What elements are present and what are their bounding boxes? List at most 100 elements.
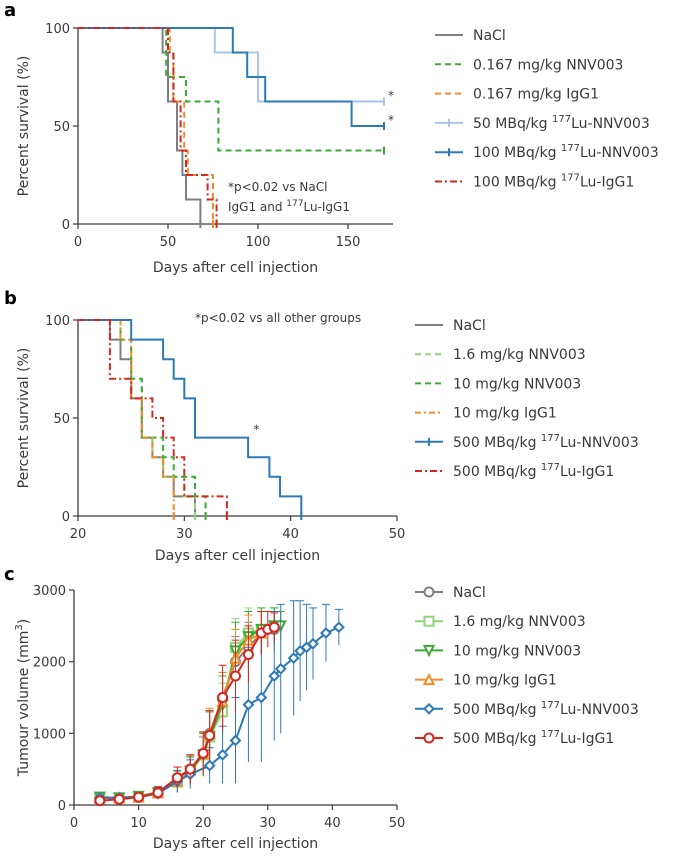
data-point	[255, 691, 268, 704]
legend-label-prefix: 100 MBq/kg	[473, 175, 561, 191]
legend-label-prefix: 1.6 mg/kg NNV003	[453, 614, 586, 630]
significance-star: *	[253, 423, 259, 437]
y-tick-label: 50	[53, 412, 70, 427]
legend-label: 50 MBq/kg 177Lu-NNV003	[473, 114, 650, 132]
data-point	[332, 621, 345, 634]
survival-curve-line	[78, 319, 228, 516]
y-tick-label: 100	[45, 314, 70, 329]
survival-curve-line	[78, 27, 202, 224]
significance-star: *	[388, 89, 394, 103]
x-tick-label: 50	[389, 527, 406, 542]
legend-label-suffix: Lu-IgG1	[580, 175, 634, 191]
y-tick-label: 0	[62, 510, 70, 525]
legend-entry-1: 1.6 mg/kg NNV003	[415, 347, 586, 363]
y-tick-label: 50	[53, 120, 70, 135]
x-axis-label: Days after cell injection	[153, 260, 318, 276]
legend-entry-5: 500 MBq/kg 177Lu-IgG1	[415, 729, 614, 747]
legend-marker	[423, 732, 435, 744]
survival-curve-line	[78, 27, 384, 103]
legend-label-suffix: Lu-IgG1	[560, 731, 614, 747]
data-point	[274, 662, 287, 675]
legend-label-prefix: 500 MBq/kg	[453, 702, 541, 718]
panel-b-survival-chart: b 20 30 40 50 0 50 100 Days after cell injection…	[4, 288, 639, 564]
legend-label-sup: 177	[541, 433, 560, 444]
data-point	[152, 787, 164, 799]
annotation-part: Lu-IgG1	[303, 200, 350, 214]
y-tick-label: 100	[45, 22, 70, 37]
x-axis-label: Days after cell injection	[155, 548, 320, 564]
data-point	[184, 763, 196, 775]
legend-entry-4: 500 MBq/kg 177Lu-NNV003	[415, 700, 639, 718]
y-axis-label-sup: 3	[14, 624, 25, 630]
x-tick-label: 20	[70, 527, 87, 542]
x-tick-label: 20	[195, 816, 212, 831]
legend-label-suffix: Lu-NNV003	[560, 702, 639, 718]
legend-label-sup: 177	[561, 173, 580, 184]
survival-curve-line	[78, 319, 196, 516]
legend-label: 1.6 mg/kg NNV003	[453, 347, 586, 363]
legend-entry-5: 500 MBq/kg 177Lu-IgG1	[415, 462, 614, 480]
panel-a-survival-chart: a 0 50 100 150 0 50 100 Days after cell injectio…	[4, 0, 659, 276]
series-3: *	[78, 27, 394, 106]
data-point	[204, 729, 216, 741]
legend-label-prefix: 0.167 mg/kg IgG1	[473, 87, 599, 103]
legend-label: 500 MBq/kg 177Lu-NNV003	[453, 700, 639, 718]
x-tick-label: 10	[130, 816, 147, 831]
legend-label-prefix: 500 MBq/kg	[453, 435, 541, 451]
x-tick-label: 50	[160, 235, 177, 250]
data-point	[320, 627, 332, 639]
data-point	[307, 637, 319, 650]
legend-label-prefix: 500 MBq/kg	[453, 731, 541, 747]
legend-label: 100 MBq/kg 177Lu-IgG1	[473, 173, 634, 191]
legend-label: 0.167 mg/kg IgG1	[473, 87, 599, 103]
legend-label: 1.6 mg/kg NNV003	[453, 614, 586, 630]
legend-marker	[422, 672, 436, 686]
annotation-sup: 177	[286, 199, 303, 209]
y-tick-label: 0	[58, 799, 66, 814]
legend-label: 500 MBq/kg 177Lu-IgG1	[453, 729, 614, 747]
data-point	[94, 795, 106, 807]
legend-label: 500 MBq/kg 177Lu-NNV003	[453, 433, 639, 451]
legend-label: NaCl	[453, 585, 486, 601]
legend-label-suffix: Lu-NNV003	[560, 435, 639, 451]
legend-label: 500 MBq/kg 177Lu-IgG1	[453, 462, 614, 480]
data-point	[216, 748, 229, 761]
legend-entry-4: 500 MBq/kg 177Lu-NNV003	[415, 433, 639, 451]
survival-curve-line	[78, 319, 207, 516]
data-point	[229, 734, 242, 747]
data-point	[203, 759, 216, 772]
legend-label-prefix: 0.167 mg/kg NNV003	[473, 57, 623, 73]
legend-label: 10 mg/kg NNV003	[453, 376, 581, 392]
legend-label-prefix: 10 mg/kg NNV003	[453, 376, 581, 392]
survival-curve-line	[78, 319, 303, 516]
legend-marker	[423, 702, 435, 715]
x-tick-label: 30	[176, 527, 193, 542]
data-point	[217, 692, 229, 703]
x-tick-label: 50	[389, 816, 406, 831]
series-2	[78, 27, 214, 228]
data-point	[230, 670, 241, 682]
legend-label-prefix: 100 MBq/kg	[473, 145, 561, 161]
legend-label-prefix: NaCl	[453, 585, 486, 601]
legend-label: 10 mg/kg IgG1	[453, 673, 557, 689]
legend-label-prefix: 500 MBq/kg	[453, 464, 541, 480]
legend-label: 100 MBq/kg 177Lu-NNV003	[473, 143, 659, 161]
series-4: *	[78, 319, 303, 520]
legend-label-sup: 177	[561, 143, 580, 154]
legend-label-suffix: Lu-IgG1	[560, 464, 614, 480]
annotation-line-2: IgG1 and 177Lu-IgG1	[228, 199, 350, 214]
y-axis-label: Tumour volume (mm3)	[14, 619, 32, 777]
legend-label-prefix: 50 MBq/kg	[473, 116, 552, 132]
series-1	[78, 27, 385, 155]
legend-label: 10 mg/kg NNV003	[453, 643, 581, 659]
y-axis-label-prefix: Tumour volume (mm	[16, 631, 32, 778]
legend-entry-2: 0.167 mg/kg IgG1	[435, 87, 599, 103]
series-3	[78, 319, 175, 520]
survival-curve-line	[78, 27, 218, 224]
panel-letter-c: c	[4, 564, 15, 585]
data-point	[287, 652, 300, 664]
legend-label-sup: 177	[541, 462, 560, 473]
series-5	[78, 319, 228, 520]
panel-letter-a: a	[4, 0, 16, 21]
